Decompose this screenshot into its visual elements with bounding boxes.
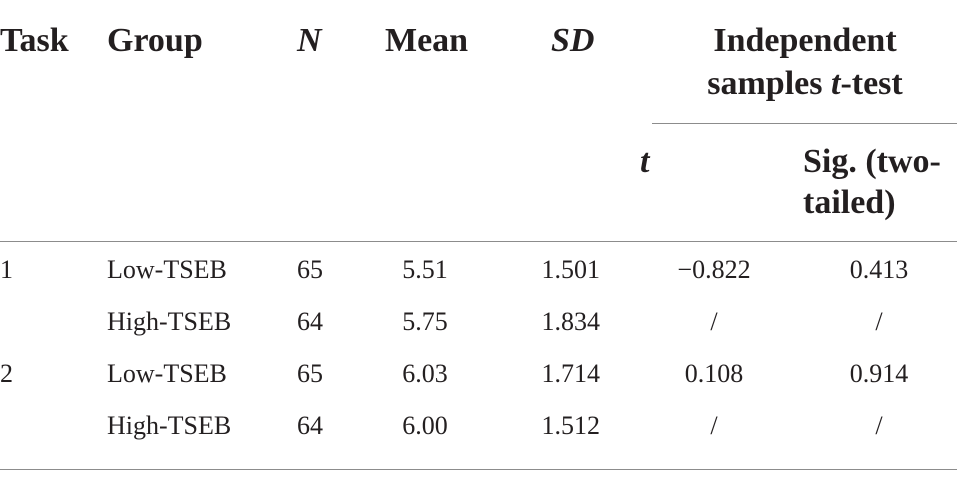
cell-group: High-TSEB [107,411,232,440]
cell-task: 2 [0,359,13,388]
cell-t: 0.108 [684,359,744,388]
header-bottom-rule [0,241,957,242]
header-n: N [297,22,322,59]
cell-n: 64 [297,411,323,440]
header-sd: SD [551,22,595,59]
cell-t: −0.822 [677,255,751,284]
header-ttest-line1: Independent [713,22,897,59]
cell-mean: 5.75 [402,307,448,336]
header-task: Task [0,22,69,59]
cell-n: 64 [297,307,323,336]
cell-n: 65 [297,359,323,388]
header-t: t [640,143,650,180]
cell-sig: 0.413 [849,255,909,284]
table-bottom-rule [0,469,957,470]
cell-group: Low-TSEB [107,359,227,388]
cell-mean: 6.03 [402,359,448,388]
cell-sig: / [875,307,883,336]
cell-sd: 1.501 [541,255,601,284]
cell-group: High-TSEB [107,307,232,336]
cell-mean: 6.00 [402,411,448,440]
header-sig-line1: Sig. (two- [803,143,941,180]
cell-task: 1 [0,255,13,284]
cell-sd: 1.512 [541,411,601,440]
header-group: Group [107,22,203,59]
cell-t: / [710,411,718,440]
cell-mean: 5.51 [402,255,448,284]
header-sig-line2: tailed) [803,184,896,221]
cell-sd: 1.714 [541,359,601,388]
cell-t: / [710,307,718,336]
cell-sig: 0.914 [849,359,909,388]
header-ttest-line2: samples t-test [707,65,903,102]
cell-n: 65 [297,255,323,284]
cell-sd: 1.834 [541,307,601,336]
header-mean: Mean [385,22,469,59]
cell-sig: / [875,411,883,440]
cell-group: Low-TSEB [107,255,227,284]
ttest-span-rule [652,123,957,124]
